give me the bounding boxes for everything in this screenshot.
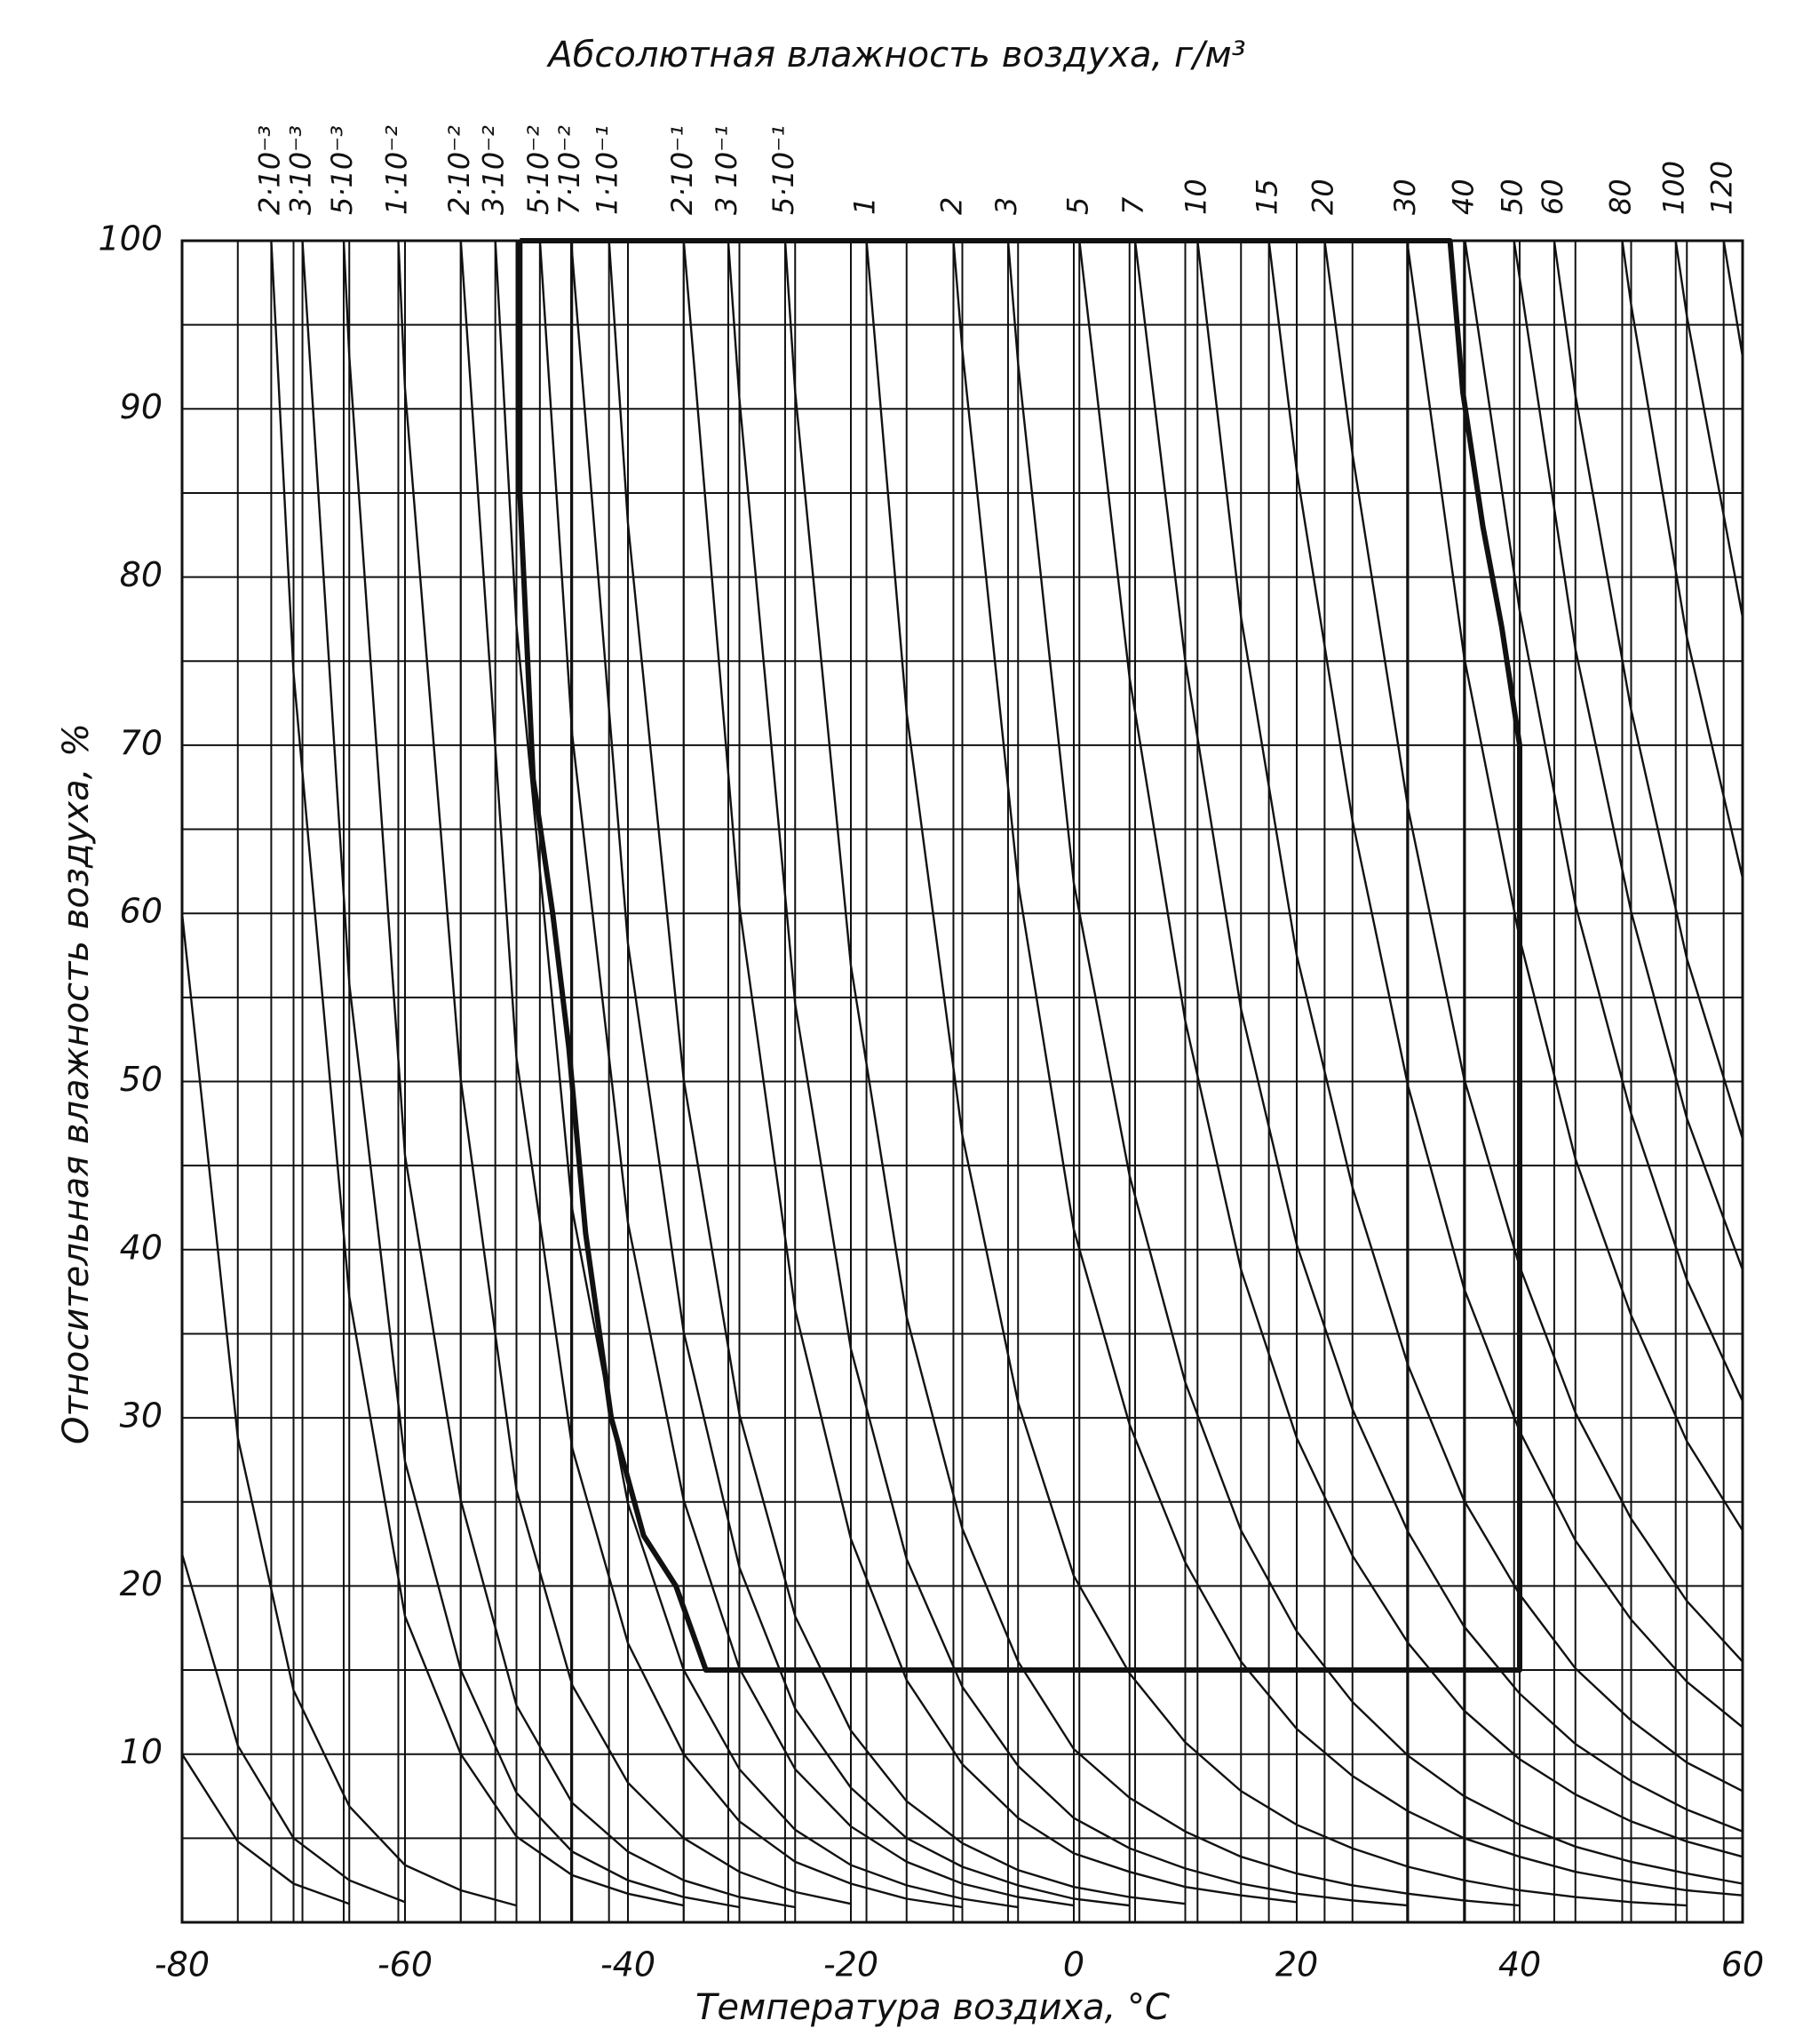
y-axis-title: Относительная влажность воздуха, % — [56, 723, 97, 1444]
curve-label: 7 — [1116, 196, 1150, 215]
x-tick-label: -40 — [600, 1945, 655, 1984]
x-tick-label: 20 — [1275, 1945, 1318, 1984]
y-tick-label: 30 — [120, 1396, 163, 1436]
x-tick-label: -80 — [155, 1945, 210, 1984]
y-tick-label: 20 — [120, 1564, 163, 1603]
humidity-curve — [783, 240, 1521, 1907]
humidity-curve — [1621, 240, 1744, 879]
x-tick-label: 60 — [1721, 1945, 1764, 1984]
humidity-curve — [569, 240, 1130, 1907]
y-tick-label: 100 — [98, 219, 163, 258]
curve-label: 1 — [848, 197, 882, 215]
humidity-curve — [342, 240, 796, 1909]
humidity-curve — [1464, 240, 1744, 1402]
x-tick-label: -60 — [377, 1945, 433, 1984]
humidity-curve — [459, 240, 963, 1909]
curve-label: 2·10⁻¹ — [665, 125, 699, 215]
curve-label: 5·10⁻² — [521, 125, 555, 215]
curve-label: 30 — [1388, 179, 1422, 215]
y-tick-label: 90 — [120, 387, 163, 426]
curve-label: 1·10⁻¹ — [591, 125, 624, 215]
y-tick-label: 80 — [120, 555, 163, 594]
x-tick-label: -20 — [823, 1945, 878, 1984]
curve-label: 2 — [934, 197, 968, 215]
humidity-curve — [1553, 240, 1744, 1140]
curve-label: 2·10⁻³ — [252, 125, 286, 215]
x-tick-label: 40 — [1498, 1945, 1541, 1984]
humidity-curve — [1196, 240, 1743, 1793]
curve-label: 100 — [1657, 161, 1691, 215]
y-tick-label: 70 — [120, 723, 163, 762]
curve-label: 10 — [1179, 179, 1212, 215]
curve-label: 2·10⁻² — [442, 125, 476, 215]
curve-label: 3 10⁻¹ — [710, 125, 743, 215]
curve-label: 80 — [1603, 179, 1637, 215]
humidity-curve — [494, 240, 1019, 1909]
y-tick-label: 10 — [120, 1732, 163, 1771]
curve-label: 50 — [1496, 179, 1529, 215]
curve-label: 5·10⁻³ — [325, 125, 359, 215]
chart-title: Абсолютная влажность воздуха, г/м³ — [545, 35, 1245, 76]
humidity-curve — [727, 240, 1409, 1907]
curve-label: 15 — [1251, 179, 1284, 215]
curve-label: 7·10⁻² — [552, 125, 586, 215]
x-tick-label: 0 — [1063, 1945, 1084, 1984]
curve-label: 3 — [989, 197, 1023, 215]
test-region — [517, 238, 1522, 1673]
curve-label: 1·10⁻² — [379, 125, 413, 215]
humidity-curve — [1133, 240, 1743, 1833]
curve-label: 20 — [1306, 179, 1339, 215]
humidity-curve — [301, 240, 740, 1909]
humidity-curve — [1006, 240, 1743, 1885]
curve-label: 3·10⁻² — [477, 125, 511, 215]
humidity-curve — [397, 240, 852, 1905]
humidity-curve — [608, 240, 1186, 1905]
curve-label: 120 — [1705, 161, 1739, 215]
curve-label: 3·10⁻³ — [284, 125, 318, 215]
humidity-curve — [1078, 240, 1743, 1858]
x-axis-title: Температура воздиха, °С — [695, 1987, 1170, 2028]
y-tick-label: 50 — [120, 1060, 163, 1099]
plot-frame — [180, 239, 1744, 1924]
curve-label: 60 — [1536, 179, 1569, 215]
humidity-curve — [180, 1754, 350, 1905]
humidity-curve — [1722, 240, 1744, 357]
humidity-curve — [180, 1554, 406, 1904]
curve-label: 5·10⁻¹ — [766, 125, 800, 215]
humidity-curve — [1406, 240, 1744, 1531]
curve-label: 40 — [1447, 179, 1481, 215]
y-tick-label: 40 — [120, 1228, 163, 1267]
curve-label: 5 — [1060, 197, 1094, 215]
y-tick-label: 60 — [120, 892, 163, 931]
